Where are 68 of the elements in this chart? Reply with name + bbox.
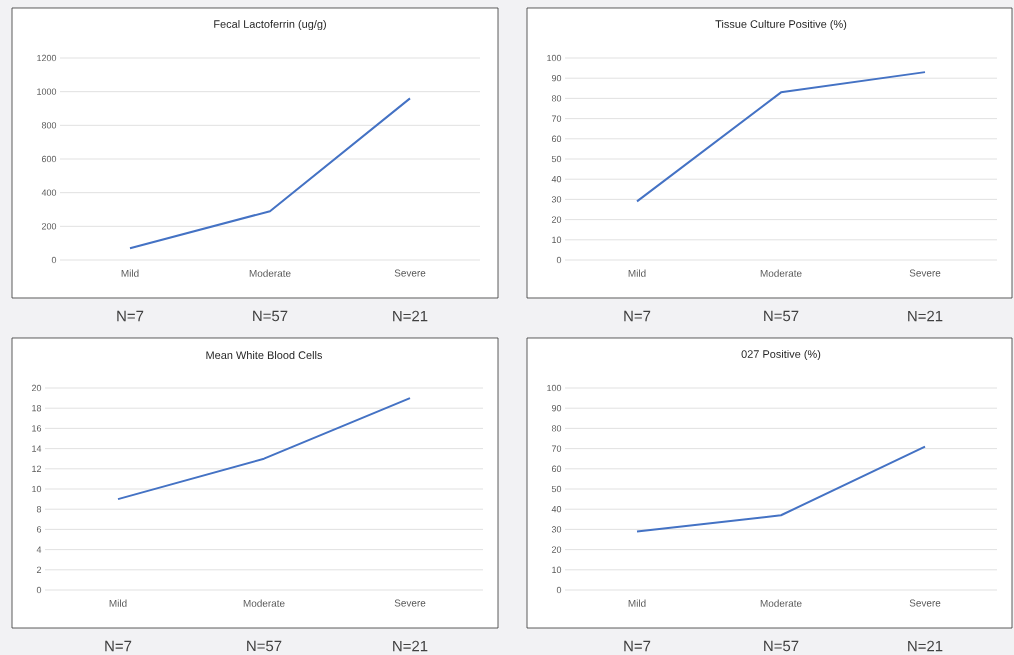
text: N=7 <box>117 310 144 322</box>
chart-title: 027 Positive (%) <box>741 349 821 361</box>
y-tick-label: 600 <box>41 155 57 163</box>
y-tick-label: 0 <box>556 586 562 594</box>
y-tick-label: 40 <box>551 176 562 183</box>
x-tick-label: Moderate <box>760 599 802 607</box>
y-tick-label: 50 <box>551 485 562 493</box>
y-tick-label: 20 <box>551 216 562 223</box>
x-tick-label: Severe <box>394 599 426 607</box>
x-tick-label: Moderate <box>760 269 802 277</box>
y-tick-label: 60 <box>551 135 562 142</box>
x-tick-label: Mild <box>628 269 646 277</box>
y-tick-label: 12 <box>32 465 42 472</box>
y-tick-label: 18 <box>32 405 42 412</box>
y-tick-label: 90 <box>551 75 562 82</box>
y-tick-label: 10 <box>552 236 562 243</box>
y-tick-label: 20 <box>551 546 562 553</box>
x-tick-label: Mild <box>109 599 127 607</box>
x-tick-label: Moderate <box>243 599 285 607</box>
text: N=57 <box>764 640 799 652</box>
y-tick-label: 80 <box>551 95 562 102</box>
text: N=21 <box>393 640 428 652</box>
y-tick-label: 400 <box>41 189 57 196</box>
y-tick-label: 60 <box>551 465 562 472</box>
y-tick-label: 2 <box>36 566 42 573</box>
y-tick-label: 800 <box>41 122 57 129</box>
y-tick-label: 200 <box>41 223 57 230</box>
text: N=7 <box>624 310 651 322</box>
y-tick-label: 1000 <box>37 88 57 95</box>
y-tick-label: 40 <box>551 506 562 513</box>
x-tick-label: Mild <box>628 599 646 607</box>
chart-title: Fecal Lactoferrin (ug/g) <box>214 19 326 31</box>
text: N=21 <box>393 310 428 322</box>
x-tick-label: Mild <box>121 269 139 277</box>
y-tick-label: 6 <box>36 526 42 533</box>
y-tick-label: 80 <box>551 425 562 432</box>
y-tick-label: 90 <box>551 405 562 412</box>
y-tick-label: 20 <box>31 384 42 392</box>
chart-title: Tissue Culture Positive (%) <box>715 19 847 31</box>
text: N=57 <box>764 310 799 322</box>
y-tick-label: 0 <box>556 256 562 264</box>
y-tick-label: 30 <box>551 526 562 533</box>
y-tick-label: 10 <box>552 566 562 573</box>
y-tick-label: 70 <box>551 445 562 452</box>
text: N=21 <box>908 310 943 322</box>
chart-title: Mean White Blood Cells <box>206 351 323 360</box>
x-tick-label: Severe <box>909 599 941 607</box>
y-tick-label: 100 <box>547 54 562 62</box>
y-tick-label: 100 <box>547 384 562 392</box>
text: N=7 <box>105 640 132 652</box>
text: N=57 <box>253 310 288 322</box>
y-tick-label: 8 <box>36 506 42 513</box>
x-tick-label: Severe <box>909 269 941 277</box>
y-tick-label: 50 <box>551 155 562 163</box>
y-tick-label: 0 <box>36 586 42 594</box>
y-tick-label: 0 <box>51 256 57 264</box>
y-tick-label: 4 <box>36 546 42 553</box>
y-tick-label: 16 <box>32 425 42 432</box>
text: N=21 <box>908 640 943 652</box>
text: N=7 <box>624 640 651 652</box>
text: N=57 <box>247 640 282 652</box>
x-tick-label: Severe <box>394 269 426 277</box>
y-tick-label: 30 <box>551 196 562 203</box>
y-tick-label: 1200 <box>37 54 57 62</box>
y-tick-label: 10 <box>32 485 42 493</box>
y-tick-label: 14 <box>32 445 42 452</box>
x-tick-label: Moderate <box>249 269 291 277</box>
y-tick-label: 70 <box>551 115 562 122</box>
